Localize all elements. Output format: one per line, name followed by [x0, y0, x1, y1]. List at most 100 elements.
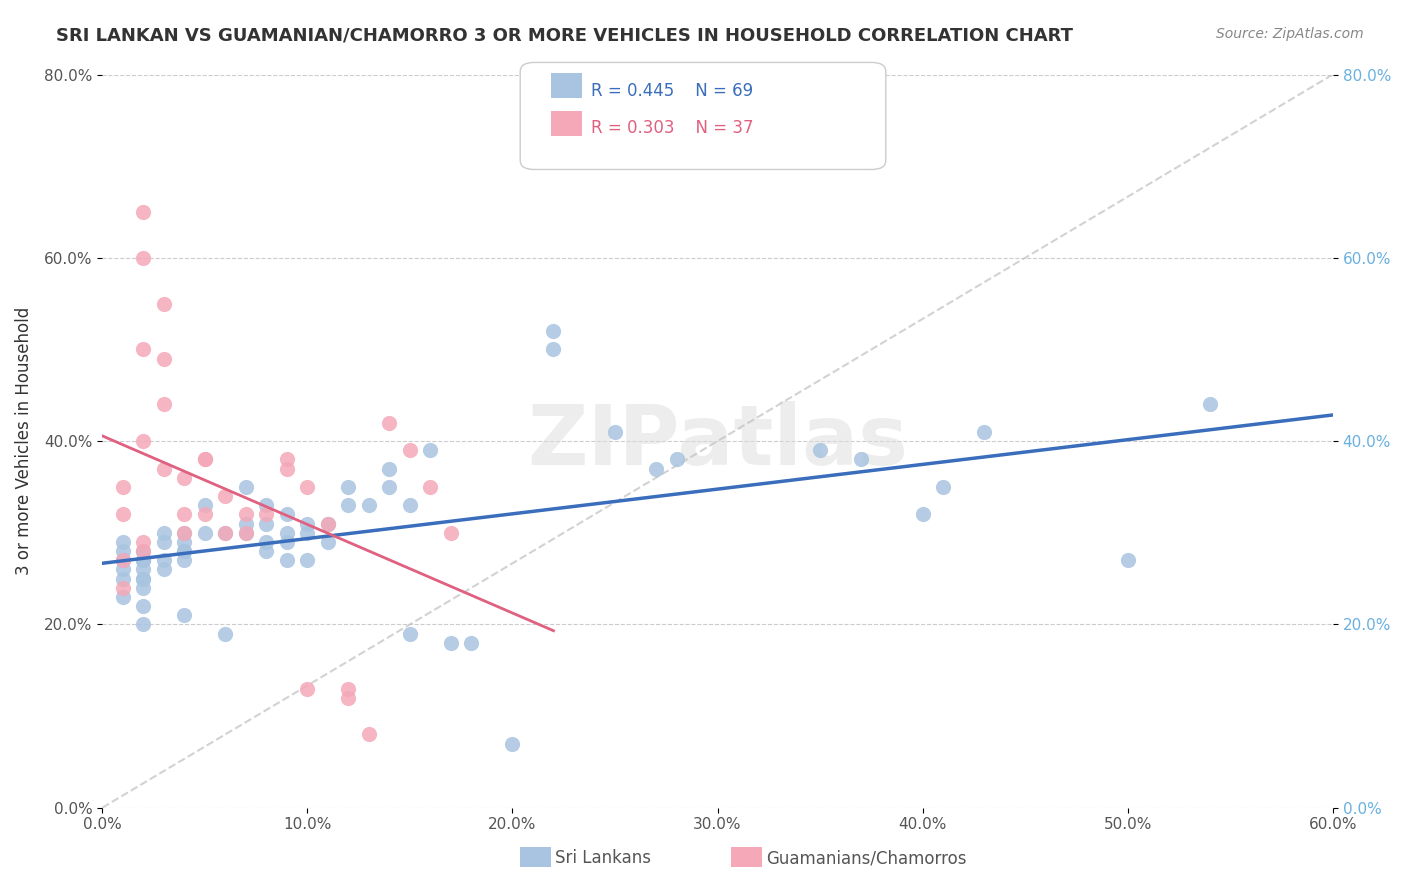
Point [276, 525, 298, 540]
Point [132, 553, 155, 567]
Point [276, 535, 298, 549]
Point [153, 525, 176, 540]
Point [337, 480, 360, 494]
Point [132, 562, 155, 576]
Point [111, 544, 134, 558]
Point [603, 425, 626, 439]
Point [111, 480, 134, 494]
Point [337, 681, 360, 696]
Point [543, 324, 565, 338]
Point [194, 452, 217, 467]
Point [399, 498, 422, 512]
Point [132, 599, 155, 613]
Point [235, 480, 257, 494]
Point [419, 480, 441, 494]
Point [153, 553, 176, 567]
Point [132, 572, 155, 586]
Point [111, 590, 134, 604]
Point [440, 636, 463, 650]
Point [460, 636, 482, 650]
Point [235, 525, 257, 540]
Point [132, 581, 155, 595]
Point [932, 480, 955, 494]
Point [111, 535, 134, 549]
Point [132, 553, 155, 567]
Point [111, 562, 134, 576]
Point [316, 535, 339, 549]
Point [254, 498, 277, 512]
Point [111, 508, 134, 522]
Text: R = 0.303    N = 37: R = 0.303 N = 37 [591, 120, 754, 137]
Point [132, 535, 155, 549]
Text: R = 0.445    N = 69: R = 0.445 N = 69 [591, 82, 752, 100]
Point [132, 205, 155, 219]
Point [132, 572, 155, 586]
Point [153, 535, 176, 549]
Point [254, 508, 277, 522]
Point [153, 296, 176, 310]
Point [132, 343, 155, 357]
Point [501, 737, 523, 751]
Point [378, 461, 401, 475]
Point [173, 544, 195, 558]
Point [254, 516, 277, 531]
Point [111, 581, 134, 595]
Point [297, 516, 319, 531]
Point [194, 452, 217, 467]
Point [316, 516, 339, 531]
Point [173, 553, 195, 567]
Point [276, 553, 298, 567]
Y-axis label: 3 or more Vehicles in Household: 3 or more Vehicles in Household [15, 307, 32, 575]
Point [132, 617, 155, 632]
Point [276, 508, 298, 522]
Point [111, 553, 134, 567]
Point [337, 498, 360, 512]
Text: Source: ZipAtlas.com: Source: ZipAtlas.com [1216, 27, 1364, 41]
Point [235, 508, 257, 522]
Point [214, 489, 236, 503]
Point [173, 471, 195, 485]
Point [337, 690, 360, 705]
Point [357, 498, 380, 512]
Point [153, 397, 176, 411]
Point [357, 727, 380, 741]
Point [132, 434, 155, 449]
Point [440, 525, 463, 540]
Point [297, 480, 319, 494]
Point [194, 525, 217, 540]
Point [235, 525, 257, 540]
Point [297, 525, 319, 540]
Point [973, 425, 995, 439]
Text: Guamanians/Chamorros: Guamanians/Chamorros [766, 849, 967, 867]
Point [1198, 397, 1220, 411]
Point [399, 626, 422, 640]
Point [419, 443, 441, 458]
Point [399, 443, 422, 458]
Point [254, 544, 277, 558]
Point [665, 452, 688, 467]
Point [173, 525, 195, 540]
Text: SRI LANKAN VS GUAMANIAN/CHAMORRO 3 OR MORE VEHICLES IN HOUSEHOLD CORRELATION CHA: SRI LANKAN VS GUAMANIAN/CHAMORRO 3 OR MO… [56, 27, 1073, 45]
Point [111, 572, 134, 586]
Point [297, 681, 319, 696]
Point [645, 461, 668, 475]
Point [214, 626, 236, 640]
Point [911, 508, 934, 522]
Point [254, 535, 277, 549]
Point [132, 544, 155, 558]
Point [378, 480, 401, 494]
Point [543, 343, 565, 357]
Point [1116, 553, 1139, 567]
Point [132, 251, 155, 265]
Point [173, 544, 195, 558]
Point [849, 452, 872, 467]
Point [153, 461, 176, 475]
Point [378, 416, 401, 430]
Point [214, 525, 236, 540]
Point [808, 443, 831, 458]
Point [173, 508, 195, 522]
Text: ZIPatlas: ZIPatlas [527, 401, 908, 482]
Text: Sri Lankans: Sri Lankans [555, 849, 651, 867]
Point [153, 351, 176, 366]
Point [111, 553, 134, 567]
